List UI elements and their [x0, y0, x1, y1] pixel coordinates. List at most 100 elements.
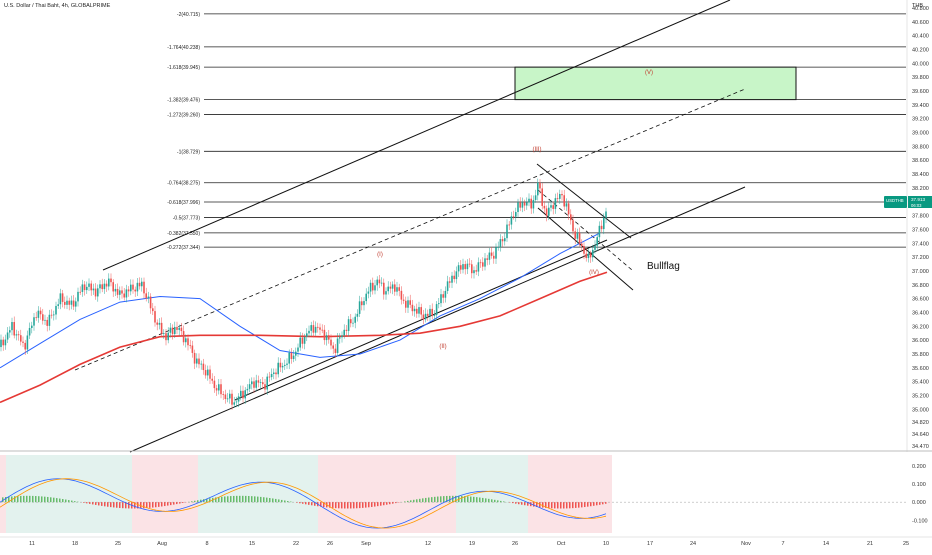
candle-body — [159, 323, 161, 325]
candle-body — [95, 289, 97, 297]
osc-bg-band — [228, 455, 234, 533]
y-tick-label: 37.800 — [912, 214, 929, 220]
wave-label: (IV) — [589, 270, 599, 276]
candle-body — [90, 284, 92, 291]
x-tick-label: 10 — [603, 541, 609, 547]
osc-histogram-bar — [335, 502, 337, 508]
candle-body — [574, 231, 576, 238]
candle-body — [38, 311, 40, 318]
candle-body — [486, 258, 488, 260]
candle-body — [277, 363, 279, 374]
candle-body — [55, 306, 57, 315]
candle-body — [524, 203, 526, 206]
osc-histogram-bar — [74, 501, 76, 502]
candle-body — [176, 327, 178, 330]
candle-body — [350, 319, 352, 323]
wave-label: (II) — [439, 344, 446, 350]
y-tick-label: 40.200 — [912, 48, 929, 54]
candle-body — [530, 199, 532, 209]
candle-body — [154, 311, 156, 322]
osc-bg-band — [318, 455, 324, 533]
osc-histogram-bar — [284, 500, 286, 502]
candle-body — [368, 292, 370, 294]
osc-tick-label: 0.000 — [912, 500, 926, 506]
osc-histogram-bar — [68, 500, 70, 502]
x-tick-label: 19 — [469, 541, 475, 547]
osc-histogram-bar — [353, 502, 355, 508]
osc-bg-band — [492, 455, 498, 533]
candle-body — [229, 394, 231, 399]
osc-bg-band — [276, 455, 282, 533]
candle-body — [482, 262, 484, 266]
osc-histogram-bar — [230, 496, 232, 502]
candle-body — [258, 380, 260, 382]
osc-histogram-bar — [17, 496, 19, 502]
candle-body — [568, 203, 570, 214]
osc-bg-band — [258, 455, 264, 533]
candle-body — [605, 211, 607, 217]
candle-body — [453, 276, 455, 279]
fib-label: -1(38.729) — [177, 149, 200, 155]
fib-label: -0.382(37.550) — [167, 231, 200, 237]
osc-histogram-bar — [365, 502, 367, 507]
osc-histogram-bar — [221, 497, 223, 502]
y-tick-label: 37.400 — [912, 241, 929, 247]
candle-body — [225, 394, 227, 399]
candle-body — [460, 265, 462, 269]
osc-histogram-bar — [368, 502, 370, 507]
candle-body — [196, 359, 198, 364]
osc-bg-band — [570, 455, 576, 533]
osc-histogram-bar — [554, 502, 556, 508]
osc-bg-band — [54, 455, 60, 533]
candle-body — [359, 301, 361, 314]
candle-body — [209, 370, 211, 379]
osc-bg-band — [48, 455, 54, 533]
osc-bg-band — [252, 455, 258, 533]
y-tick-label: 40.600 — [912, 20, 929, 26]
candle-body — [11, 322, 13, 330]
candle-body — [189, 345, 191, 346]
y-tick-label: 34.640 — [912, 432, 929, 438]
candle-body — [374, 285, 376, 290]
candle-body — [517, 203, 519, 212]
osc-histogram-bar — [380, 502, 382, 506]
candle-body — [491, 253, 493, 256]
y-tick-label: 35.600 — [912, 366, 929, 372]
osc-histogram-bar — [395, 502, 397, 503]
osc-histogram-bar — [197, 500, 199, 502]
osc-histogram-bar — [128, 502, 130, 508]
osc-histogram-bar — [476, 497, 478, 502]
candle-body — [145, 293, 147, 298]
osc-histogram-bar — [113, 502, 115, 507]
osc-histogram-bar — [86, 502, 88, 503]
x-tick-label: 26 — [327, 541, 333, 547]
candle-body — [526, 202, 528, 205]
osc-histogram-bar — [434, 497, 436, 502]
candle-body — [108, 279, 110, 287]
osc-bg-band — [132, 455, 138, 533]
osc-bg-band — [522, 455, 528, 533]
candle-body — [20, 335, 22, 341]
osc-bg-band — [486, 455, 492, 533]
candle-body — [438, 303, 440, 304]
candle-body — [104, 284, 106, 289]
y-tick-label: 36.400 — [912, 310, 929, 316]
osc-histogram-bar — [440, 496, 442, 502]
candle-body — [231, 394, 233, 405]
osc-histogram-bar — [71, 501, 73, 503]
osc-bg-band — [282, 455, 288, 533]
osc-bg-band — [432, 455, 438, 533]
candle-body — [484, 258, 486, 266]
candle-body — [407, 300, 409, 307]
candle-body — [262, 382, 264, 384]
candle-body — [57, 304, 59, 306]
osc-histogram-bar — [143, 502, 145, 508]
y-tick-label: 39.200 — [912, 117, 929, 123]
candle-body — [62, 293, 64, 302]
fib-label: -0.618(37.996) — [167, 200, 200, 206]
candle-body — [181, 328, 183, 331]
candle-body — [341, 335, 343, 337]
candle-body — [372, 283, 374, 291]
candle-body — [27, 336, 29, 350]
